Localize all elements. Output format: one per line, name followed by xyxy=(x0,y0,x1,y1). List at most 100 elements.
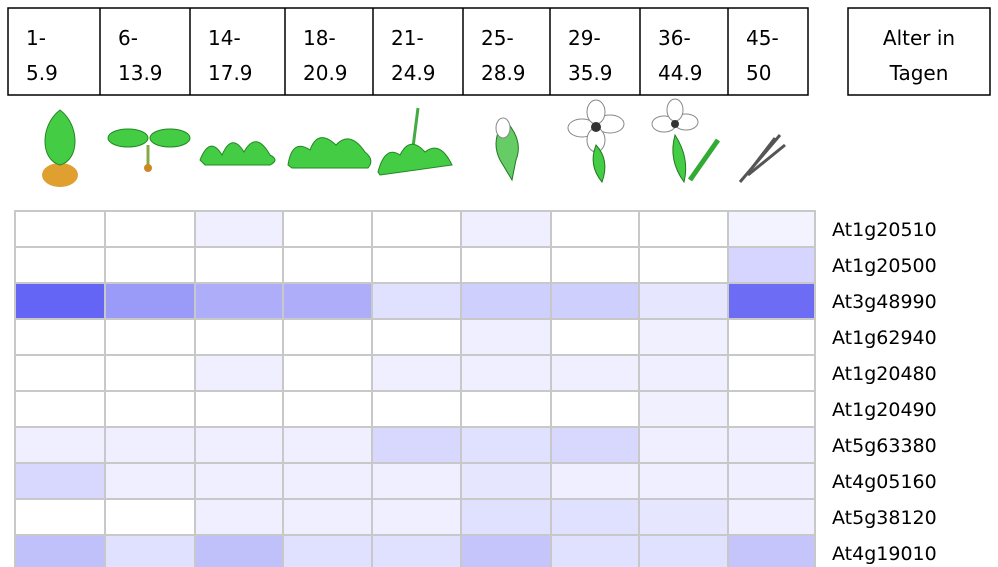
heatmap-cell xyxy=(372,427,461,463)
heatmap-cell xyxy=(551,355,639,391)
heatmap-cell xyxy=(195,499,283,535)
age-range-start: 14- xyxy=(208,26,241,50)
leaf xyxy=(150,129,190,147)
heatmap-cell xyxy=(195,355,283,391)
heatmap-cell xyxy=(461,463,551,499)
heatmap-cell xyxy=(372,463,461,499)
age-range-start: 6- xyxy=(118,26,138,50)
age-range-end: 35.9 xyxy=(568,61,613,85)
heatmap-cell xyxy=(372,319,461,355)
heatmap-cell xyxy=(105,211,195,247)
age-range-start: 21- xyxy=(391,26,424,50)
heatmap-cell xyxy=(195,247,283,283)
heatmap-cell xyxy=(105,355,195,391)
heatmap-cell xyxy=(283,247,372,283)
age-range-start: 45- xyxy=(746,26,779,50)
heatmap-cell xyxy=(372,391,461,427)
age-range-end: 28.9 xyxy=(481,61,526,85)
heatmap-cell xyxy=(105,499,195,535)
heatmap-cell xyxy=(551,247,639,283)
rosette xyxy=(378,144,452,175)
age-range-start: 25- xyxy=(481,26,514,50)
gene-label: At4g05160 xyxy=(832,471,937,493)
heatmap-cell xyxy=(195,463,283,499)
gene-label: At1g20480 xyxy=(832,363,937,385)
gene-label: At5g63380 xyxy=(832,435,937,457)
heatmap-cell xyxy=(372,247,461,283)
age-range-start: 1- xyxy=(26,26,46,50)
age-range-end: 13.9 xyxy=(118,61,163,85)
heatmap-cell xyxy=(461,319,551,355)
age-range-end: 20.9 xyxy=(303,61,348,85)
heatmap-cell xyxy=(372,535,461,567)
gene-label: At1g62940 xyxy=(832,327,937,349)
heatmap-cell xyxy=(551,283,639,319)
heatmap-cell xyxy=(461,535,551,567)
seed xyxy=(42,163,78,187)
heatmap-cell xyxy=(728,427,815,463)
heatmap-cell xyxy=(105,283,195,319)
heatmap-cell xyxy=(551,463,639,499)
heatmap-cell xyxy=(461,283,551,319)
heatmap-cell xyxy=(283,391,372,427)
heatmap-cell xyxy=(461,499,551,535)
unit-label: Alter in xyxy=(883,26,955,50)
heatmap-cell xyxy=(283,355,372,391)
leaf xyxy=(108,129,148,147)
seed xyxy=(144,164,152,172)
leaf xyxy=(45,110,75,165)
heatmap-cell xyxy=(551,391,639,427)
heatmap-cell xyxy=(551,427,639,463)
heatmap-cell xyxy=(728,211,815,247)
heatmap-cell xyxy=(639,535,728,567)
heatmap-cell xyxy=(15,319,105,355)
heatmap-cell xyxy=(105,247,195,283)
heatmap-cell xyxy=(639,499,728,535)
heatmap-cell xyxy=(728,319,815,355)
heatmap-cell xyxy=(15,283,105,319)
rosette xyxy=(200,142,275,165)
heatmap-cell xyxy=(639,427,728,463)
heatmap-cell xyxy=(639,211,728,247)
heatmap-cell xyxy=(728,247,815,283)
heatmap-cell xyxy=(195,535,283,567)
heatmap-cell xyxy=(195,427,283,463)
heatmap-cell xyxy=(15,427,105,463)
age-range-end: 44.9 xyxy=(658,61,703,85)
heatmap-cell xyxy=(728,535,815,567)
heatmap-cell xyxy=(728,355,815,391)
age-range-end: 24.9 xyxy=(391,61,436,85)
heatmap-cell xyxy=(195,319,283,355)
heatmap-cell xyxy=(461,391,551,427)
age-range-start: 36- xyxy=(658,26,691,50)
heatmap-cell xyxy=(639,391,728,427)
age-range-start: 18- xyxy=(303,26,336,50)
heatmap-cell xyxy=(15,211,105,247)
heatmap-cell xyxy=(15,391,105,427)
heatmap-cell xyxy=(728,391,815,427)
age-range-end: 5.9 xyxy=(26,61,58,85)
gene-label: At3g48990 xyxy=(832,291,937,313)
heatmap-cell xyxy=(551,535,639,567)
heatmap-cell xyxy=(639,283,728,319)
age-range-start: 29- xyxy=(568,26,601,50)
heatmap-cell xyxy=(283,319,372,355)
heatmap-cell xyxy=(639,463,728,499)
heatmap-cell xyxy=(461,355,551,391)
heatmap-cell xyxy=(283,283,372,319)
heatmap-cell xyxy=(15,499,105,535)
heatmap-cell xyxy=(372,211,461,247)
heatmap-cell xyxy=(105,463,195,499)
flower-pod xyxy=(652,99,718,182)
heatmap-cell xyxy=(551,499,639,535)
age-range-end: 50 xyxy=(746,61,771,85)
heatmap-cell xyxy=(15,535,105,567)
heatmap-cell xyxy=(283,535,372,567)
unit-label: Tagen xyxy=(889,61,949,85)
heatmap-cell xyxy=(105,319,195,355)
heatmap-cell xyxy=(728,283,815,319)
heatmap-cell xyxy=(15,355,105,391)
gene-label: At5g38120 xyxy=(832,507,937,529)
petal xyxy=(496,118,510,138)
